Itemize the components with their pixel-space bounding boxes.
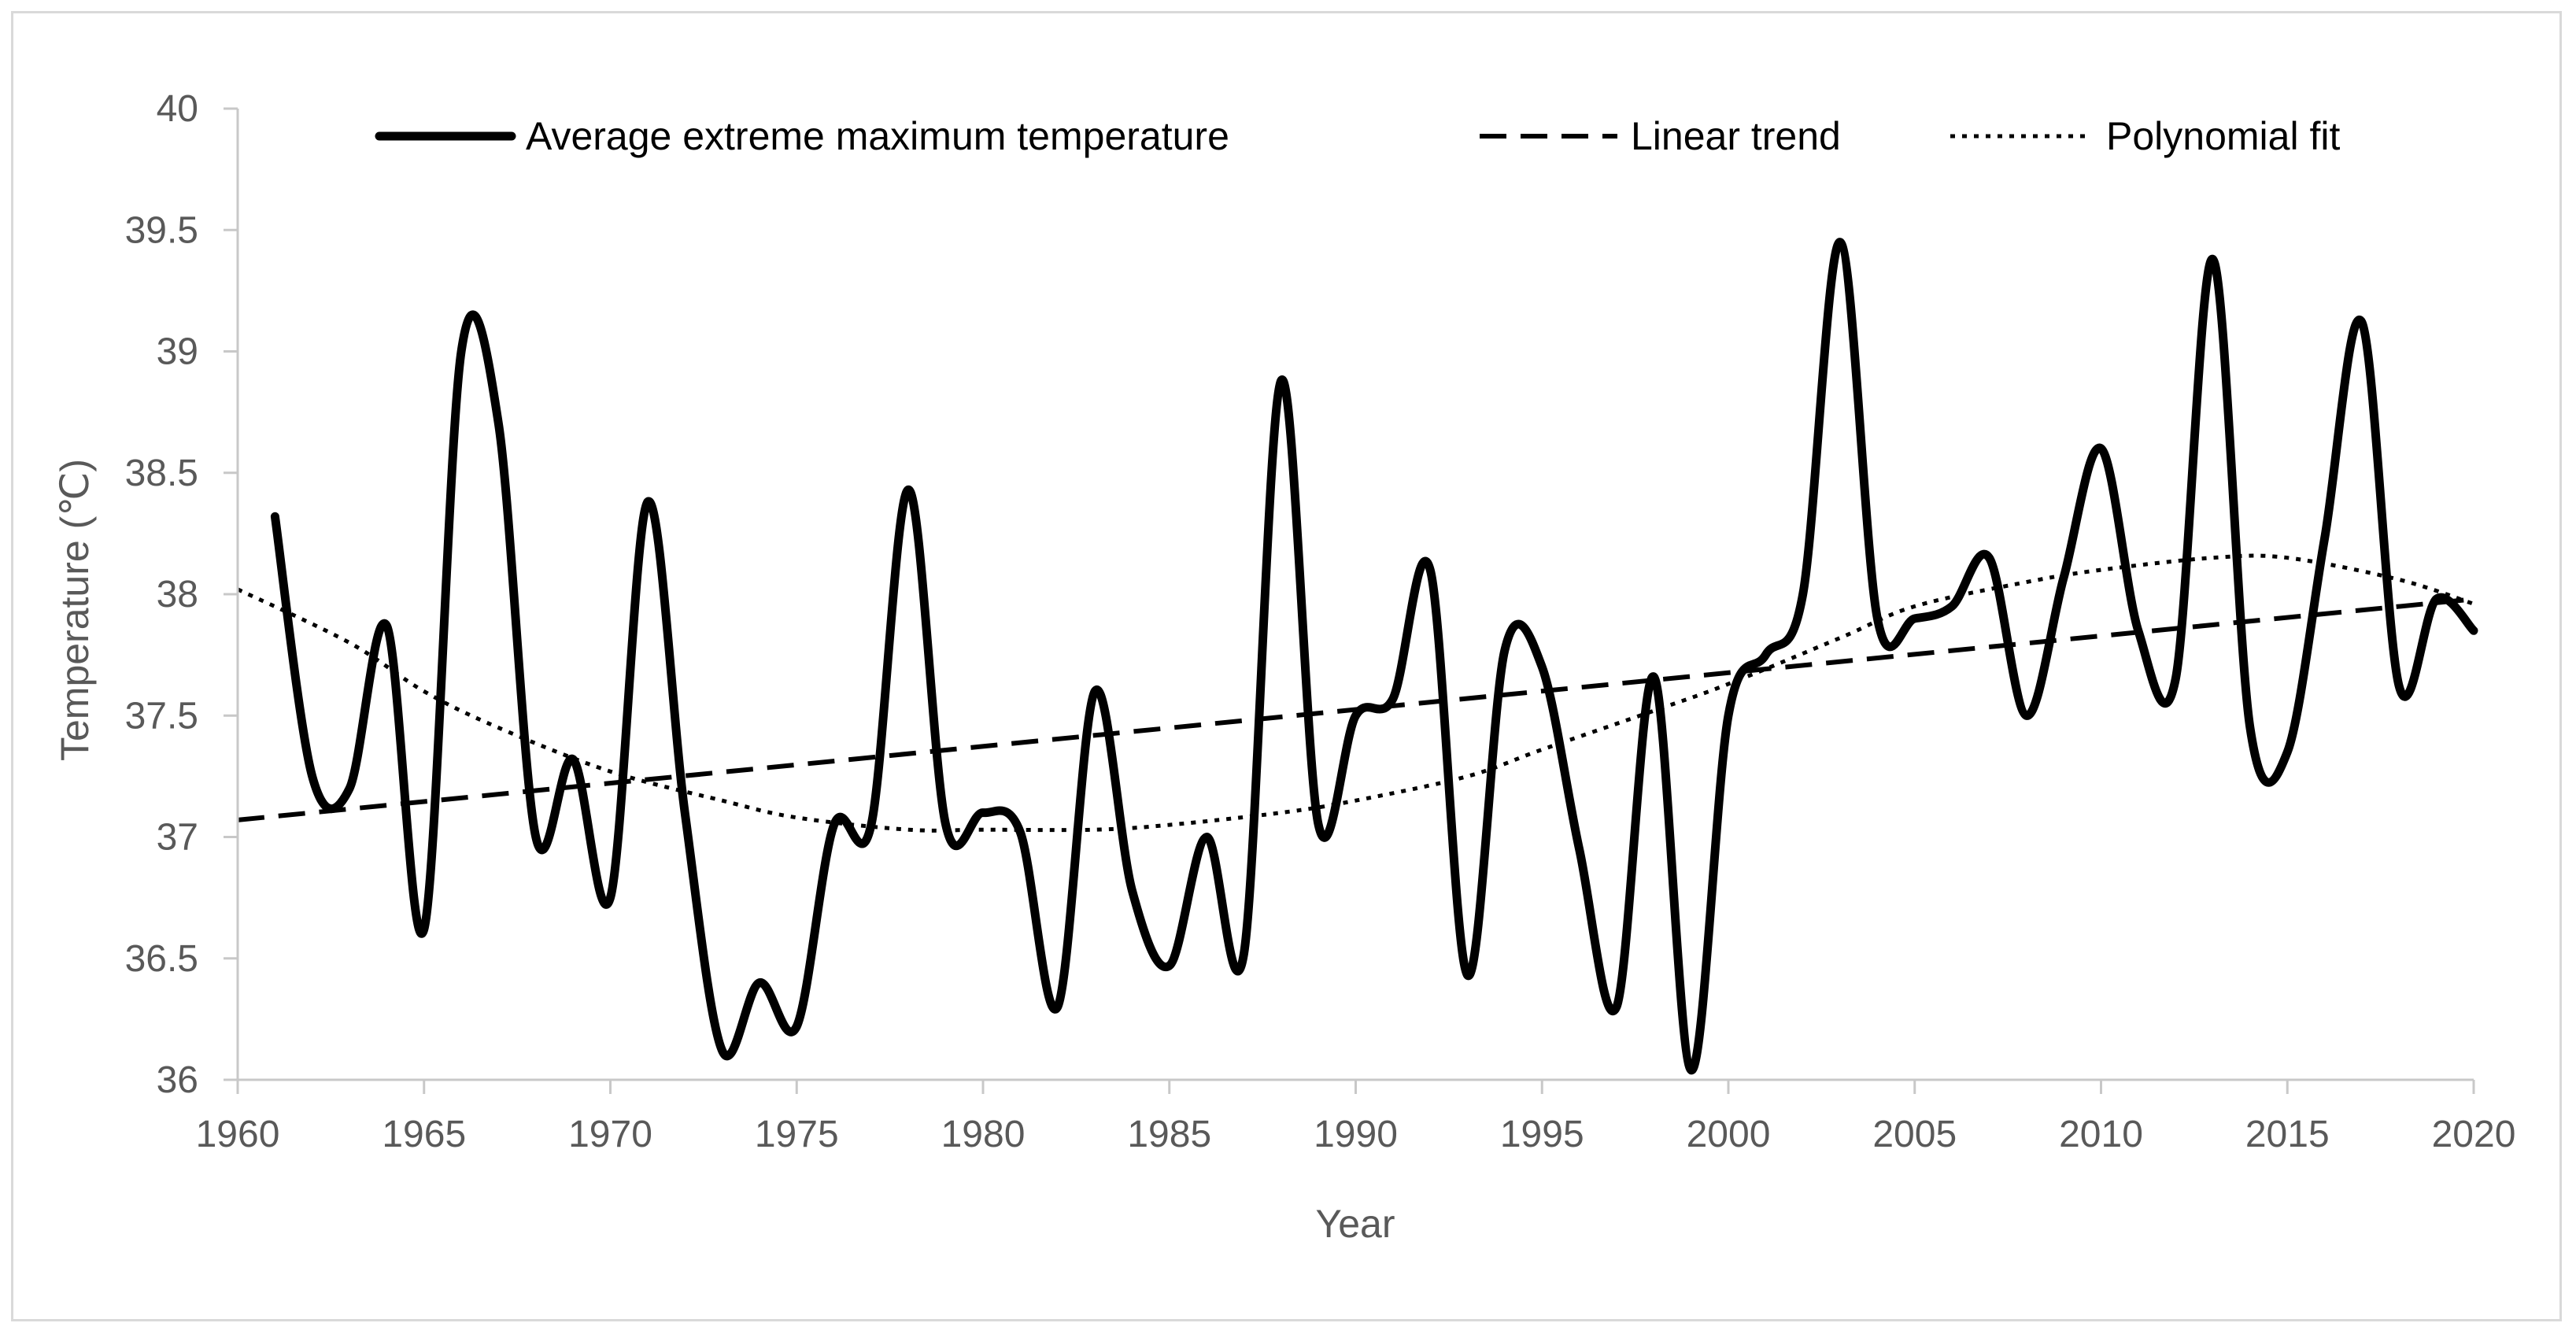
legend-label-polynomial: Polynomial fit — [2106, 114, 2340, 158]
x-tick-label: 1995 — [1500, 1114, 1584, 1155]
x-tick-label: 2000 — [1687, 1114, 1771, 1155]
y-tick-label: 36.5 — [125, 938, 198, 980]
x-tick-label: 1965 — [382, 1114, 466, 1155]
x-tick-label: 1985 — [1127, 1114, 1211, 1155]
series-line-average-extreme-max — [270, 238, 2478, 1075]
y-tick-label: 37 — [157, 817, 198, 859]
legend: Average extreme maximum temperature Line… — [375, 114, 2340, 158]
y-axis-title: Temperature (℃) — [53, 459, 97, 761]
x-tick-label: 1960 — [196, 1114, 280, 1155]
legend-label-actual: Average extreme maximum temperature — [526, 114, 1229, 158]
y-tick-label: 40 — [157, 88, 198, 130]
x-axis-title: Year — [1315, 1202, 1395, 1246]
x-tick-label: 2020 — [2432, 1114, 2516, 1155]
series-line-polynomial-fit — [236, 553, 2474, 833]
y-tick-label: 39 — [157, 331, 198, 373]
x-tick-label: 1975 — [755, 1114, 839, 1155]
y-tick-label: 39.5 — [125, 209, 198, 251]
y-tick-label: 37.5 — [125, 695, 198, 737]
x-tick-label: 2010 — [2059, 1114, 2143, 1155]
x-ticks: 1960 1965 1970 1975 1980 1985 1990 1995 2000 2005… — [196, 1080, 2516, 1155]
y-tick-label: 38 — [157, 574, 198, 615]
x-tick-label: 1970 — [568, 1114, 652, 1155]
y-tick-label: 36 — [157, 1059, 198, 1101]
y-tick-label: 38.5 — [125, 453, 198, 494]
plot-lines — [236, 238, 2478, 1075]
x-tick-label: 2015 — [2245, 1114, 2330, 1155]
x-tick-label: 1990 — [1314, 1114, 1398, 1155]
chart-frame — [11, 11, 2562, 1321]
x-tick-label: 2005 — [1872, 1114, 1957, 1155]
y-ticks: 36 36.5 37 37.5 38 38.5 39 39.5 40 — [125, 88, 238, 1101]
legend-label-linear: Linear trend — [1631, 114, 1841, 158]
x-tick-label: 1980 — [941, 1114, 1026, 1155]
